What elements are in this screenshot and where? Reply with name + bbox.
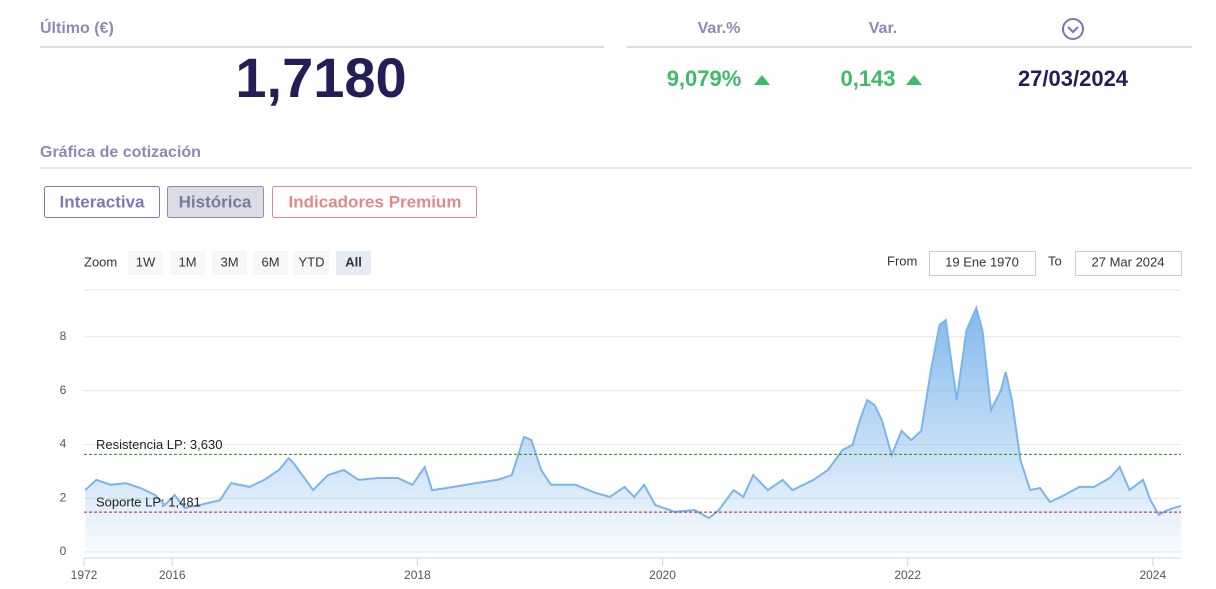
zoom-button[interactable] <box>212 251 247 275</box>
zoom-label: Zoom <box>84 254 117 269</box>
x-tick-label: 2020 <box>649 568 676 582</box>
x-tick-label: 2018 <box>404 568 431 582</box>
y-tick-label: 4 <box>60 437 67 451</box>
from-label: From <box>887 253 917 268</box>
tab[interactable]: Indicadores Premium <box>272 186 477 218</box>
date-input[interactable] <box>929 251 1036 276</box>
up-arrow <box>754 75 770 85</box>
var-pct-value: 9,079% <box>667 66 742 91</box>
to-label: To <box>1048 253 1062 268</box>
reference-label: Resistencia LP: 3,630 <box>96 437 222 452</box>
zoom-button[interactable] <box>128 251 163 275</box>
y-tick-label: 2 <box>60 490 67 504</box>
zoom-button-label[interactable]: All <box>345 254 362 269</box>
tab[interactable]: Interactiva <box>44 186 160 218</box>
from-date[interactable]: 19 Ene 1970 <box>945 254 1019 269</box>
y-tick-label: 8 <box>60 329 67 343</box>
y-tick-label: 0 <box>60 544 67 558</box>
up-arrow <box>906 75 922 85</box>
tab-label[interactable]: Indicadores Premium <box>289 192 462 211</box>
section-title: Gráfica de cotización <box>40 144 201 161</box>
x-tick-label: 2022 <box>894 568 921 582</box>
var-value: 0,143 <box>840 66 895 91</box>
x-tick-label: 2024 <box>1139 568 1166 582</box>
zoom-button[interactable] <box>294 251 329 275</box>
expand-icon[interactable] <box>1062 18 1084 40</box>
tab[interactable]: Histórica <box>167 186 264 218</box>
reference-label: Soporte LP: 1,481 <box>96 495 201 510</box>
x-tick-label: 2016 <box>159 568 186 582</box>
last-value: 1,7180 <box>235 46 406 109</box>
quote-date: 27/03/2024 <box>1018 66 1129 91</box>
line <box>84 305 1182 520</box>
to-date[interactable]: 27 Mar 2024 <box>1092 254 1165 269</box>
tab-label[interactable]: Histórica <box>179 192 252 211</box>
zoom-button-label[interactable]: 6M <box>261 254 279 269</box>
area <box>85 308 1182 552</box>
x-tick-label: 1972 <box>71 568 98 582</box>
var-pct-label: Var.% <box>698 20 741 37</box>
tab-label[interactable]: Interactiva <box>59 192 145 211</box>
date-input[interactable] <box>1075 251 1182 276</box>
last-label: Último (€) <box>40 18 114 37</box>
zoom-button[interactable] <box>170 251 205 275</box>
zoom-button-label[interactable]: 1W <box>136 254 156 269</box>
y-tick-label: 6 <box>60 383 67 397</box>
zoom-button-label[interactable]: YTD <box>299 254 325 269</box>
zoom-button-label[interactable]: 3M <box>220 254 238 269</box>
zoom-button-label[interactable]: 1M <box>178 254 196 269</box>
zoom-button[interactable] <box>253 251 288 275</box>
zoom-button[interactable] <box>336 251 371 275</box>
var-label: Var. <box>869 20 897 37</box>
